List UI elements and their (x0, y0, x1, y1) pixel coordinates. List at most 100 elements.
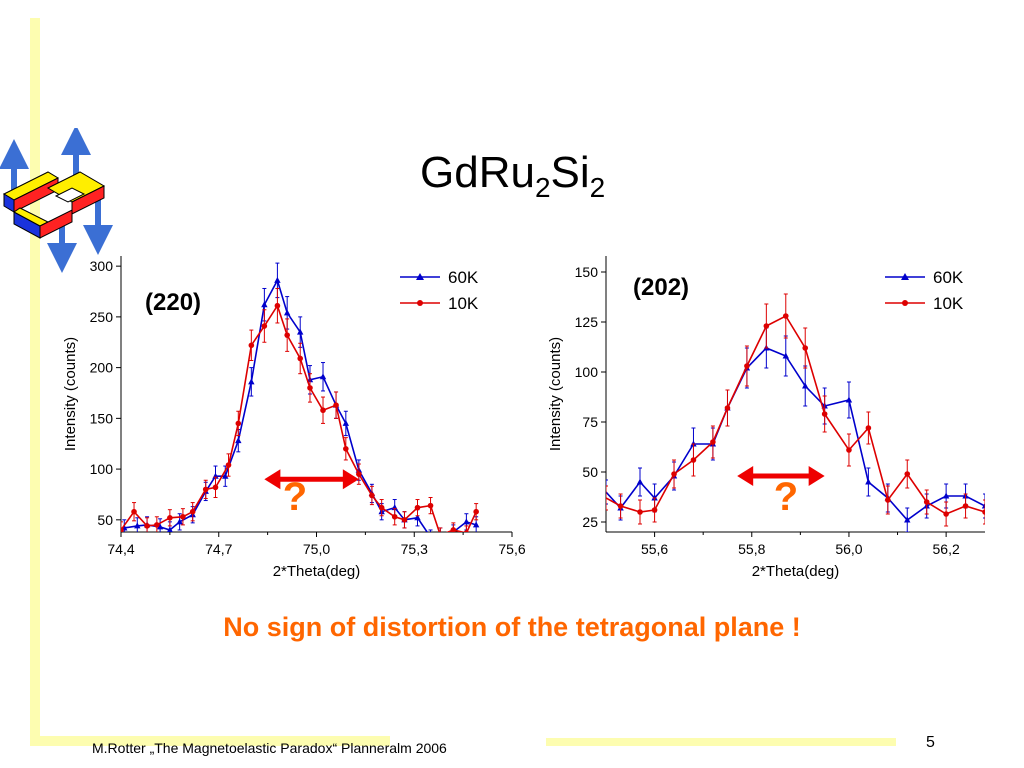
data-point-10K (225, 462, 232, 468)
data-point-10K (154, 522, 160, 528)
slide-title: GdRu2Si2 (420, 148, 605, 204)
title-subscript-2: 2 (589, 171, 606, 203)
data-point-10K (248, 342, 255, 349)
title-main: GdRu (420, 148, 535, 197)
data-point-10K (391, 513, 398, 520)
data-point-60K (297, 328, 304, 335)
data-point-60K (904, 516, 911, 523)
data-point-10K (637, 509, 643, 515)
data-point-10K (202, 486, 209, 493)
chart-202: 25 50 75 100 125 150 55,6 55,8 56,0 56,2 2*Theta(d… (547, 256, 985, 580)
x-tick-label: 75,3 (401, 541, 428, 557)
y-axis-label: Intensity (counts) (62, 337, 79, 451)
data-point-10K (307, 385, 313, 391)
data-point-10K (414, 504, 421, 511)
data-point-10K (962, 503, 969, 509)
data-point-60K (176, 518, 183, 525)
data-point-60K (636, 478, 644, 485)
data-point-10K (923, 499, 930, 505)
data-point-10K (782, 313, 789, 319)
y-tick-label: 300 (90, 258, 114, 274)
data-point-10K (904, 471, 911, 477)
data-point-10K (671, 471, 677, 477)
data-point-60K (463, 518, 470, 525)
arrow-left-head (737, 466, 754, 486)
y-tick-label: 50 (97, 512, 113, 528)
data-point-60K (283, 309, 291, 316)
data-point-10K (284, 332, 290, 338)
arrow-right-head (342, 469, 359, 490)
plot-area (121, 262, 480, 540)
data-point-10K (378, 504, 385, 511)
arrow-right-head (808, 466, 825, 486)
data-point-60K (802, 382, 809, 389)
x-tick-label: 56,2 (933, 541, 960, 557)
arrow-left-head (264, 469, 281, 490)
data-point-10K (724, 405, 731, 411)
legend-marker-10K (902, 300, 908, 306)
data-point-10K (865, 425, 872, 431)
data-point-10K (167, 514, 173, 521)
data-point-10K (320, 407, 326, 414)
x-tick-label: 55,6 (641, 541, 668, 557)
data-point-10K (463, 530, 469, 532)
data-point-60K (134, 522, 141, 529)
data-point-60K (342, 419, 350, 426)
data-point-10K (690, 457, 697, 463)
data-point-10K (982, 509, 985, 515)
data-point-60K (222, 472, 229, 479)
y-tick-label: 150 (575, 264, 599, 280)
chart-220: 50 100 150 200 250 300 74,4 74,7 75,0 75,3 75,6 2*T… (62, 256, 525, 580)
data-point-60K (981, 502, 985, 509)
legend-label-10K: 10K (448, 294, 479, 313)
data-point-10K (189, 508, 196, 515)
data-point-10K (651, 507, 658, 513)
x-tick-label: 56,0 (835, 541, 862, 557)
data-point-10K (450, 527, 457, 532)
data-point-60K (156, 523, 164, 530)
y-tick-label: 75 (582, 414, 598, 430)
conclusion-text: No sign of distortion of the tetragonal … (223, 612, 801, 642)
data-point-10K (401, 517, 408, 523)
plot-area (606, 293, 985, 532)
footer-text: M.Rotter „The Magnetoelastic Paradox“ Pl… (92, 740, 447, 756)
data-point-60K (319, 373, 327, 380)
x-tick-label: 74,4 (107, 541, 134, 557)
title-subscript-1: 2 (534, 171, 551, 203)
y-tick-label: 25 (582, 514, 598, 530)
bottom-right-bar (546, 738, 896, 746)
y-tick-label: 100 (90, 461, 114, 477)
legend-marker-60K (416, 273, 424, 280)
data-point-10K (744, 363, 750, 369)
reflection-label: (202) (633, 274, 689, 301)
data-point-10K (261, 323, 268, 329)
data-point-10K (274, 302, 281, 309)
data-point-60K (942, 492, 950, 499)
data-point-60K (472, 521, 480, 528)
legend-marker-60K (901, 273, 909, 280)
data-point-60K (782, 352, 789, 359)
data-point-10K (131, 508, 137, 515)
spin-structure-logo-icon (0, 128, 113, 273)
data-point-60K (235, 437, 242, 444)
legend-label-60K: 60K (448, 268, 479, 287)
y-tick-label: 150 (90, 410, 114, 426)
x-axis-label: 2*Theta(deg) (273, 563, 361, 580)
title-mid: Si (550, 148, 590, 197)
x-axis-label: 2*Theta(deg) (752, 563, 840, 580)
x-tick-label: 74,7 (205, 541, 232, 557)
y-tick-label: 125 (575, 314, 599, 330)
data-point-60K (261, 301, 268, 308)
legend-label-60K: 60K (933, 268, 964, 287)
data-point-10K (144, 523, 150, 529)
page-number: 5 (926, 734, 935, 751)
data-point-10K (235, 420, 242, 427)
question-mark: ? (774, 475, 798, 519)
data-point-60K (427, 534, 433, 540)
data-point-60K (845, 396, 853, 403)
y-tick-label: 50 (582, 464, 598, 480)
question-mark: ? (283, 475, 307, 519)
data-point-10K (343, 445, 349, 452)
data-point-10K (943, 511, 949, 517)
data-point-60K (248, 378, 255, 385)
